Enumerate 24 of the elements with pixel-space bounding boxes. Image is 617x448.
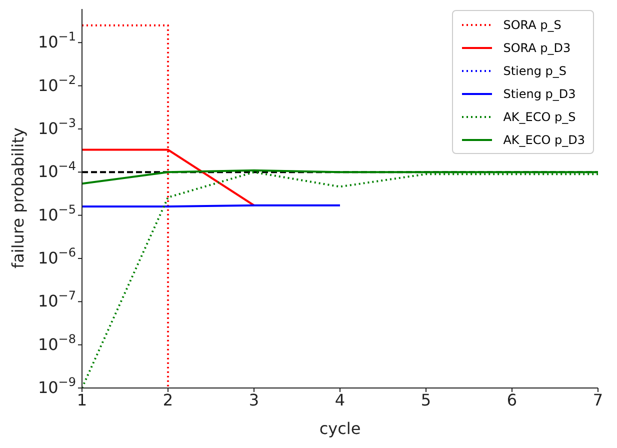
y-tick-label: 10$^{−4}$ (38, 158, 76, 182)
legend-label: AK_ECO p_S (503, 110, 576, 124)
y-tick-label: 10$^{−1}$ (38, 29, 76, 52)
x-tick-label: 3 (248, 390, 260, 410)
y-tick-label: 10$^{−7}$ (38, 288, 76, 311)
x-tick-label: 6 (506, 390, 518, 410)
y-tick-label: 10$^{−2}$ (38, 72, 76, 95)
x-tick-label: 5 (420, 390, 432, 410)
y-tick-label: 10$^{−6}$ (38, 245, 76, 268)
legend-label: Stieng p_D3 (503, 86, 576, 100)
y-tick-label: 10$^{−9}$ (38, 374, 76, 397)
legend-label: SORA p_S (503, 18, 562, 32)
y-axis-title: failure probability (8, 128, 28, 268)
legend-label: SORA p_D3 (503, 40, 571, 54)
y-tick-label: 10$^{−5}$ (38, 202, 76, 224)
y-tick-label: 10$^{−8}$ (38, 332, 76, 354)
legend-label: AK_ECO p_D3 (503, 132, 585, 146)
y-tick-label: 10$^{−3}$ (38, 116, 76, 138)
legend-label: Stieng p_S (503, 64, 567, 78)
x-tick-label: 1 (76, 390, 88, 410)
x-tick-label: 7 (592, 390, 604, 410)
x-axis-title: cycle (319, 419, 361, 438)
x-tick-label: 2 (162, 390, 174, 410)
x-tick-label: 4 (334, 390, 346, 410)
